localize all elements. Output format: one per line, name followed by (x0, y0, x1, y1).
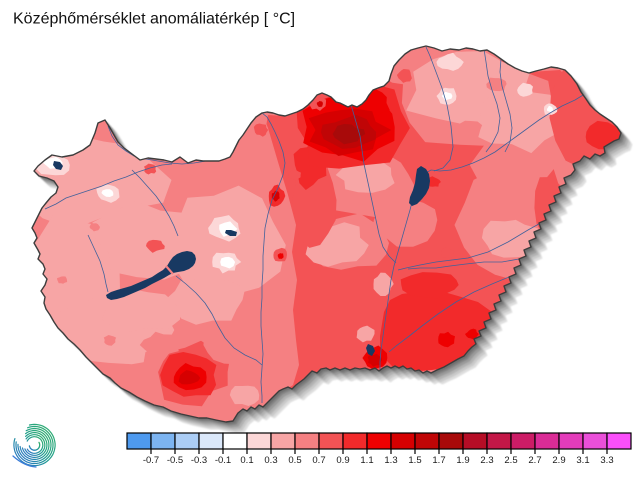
svg-text:1.9: 1.9 (456, 455, 469, 466)
svg-text:3.1: 3.1 (576, 455, 589, 466)
svg-text:2.3: 2.3 (480, 455, 493, 466)
svg-text:0.5: 0.5 (288, 455, 301, 466)
svg-text:-0.7: -0.7 (143, 455, 159, 466)
svg-text:2.9: 2.9 (552, 455, 565, 466)
svg-text:0.9: 0.9 (336, 455, 349, 466)
svg-text:2.5: 2.5 (504, 455, 517, 466)
svg-text:0.3: 0.3 (264, 455, 277, 466)
svg-text:Középhőmérséklet anomáliatérké: Középhőmérséklet anomáliatérkép [ °C] (13, 11, 295, 28)
svg-text:3.3: 3.3 (600, 455, 613, 466)
svg-text:0.7: 0.7 (312, 455, 325, 466)
svg-text:-0.3: -0.3 (191, 455, 207, 466)
svg-text:1.1: 1.1 (360, 455, 373, 466)
svg-text:2.7: 2.7 (528, 455, 541, 466)
svg-text:-0.5: -0.5 (167, 455, 183, 466)
svg-text:1.7: 1.7 (432, 455, 445, 466)
svg-text:0.1: 0.1 (240, 455, 253, 466)
svg-text:1.5: 1.5 (408, 455, 421, 466)
svg-text:1.3: 1.3 (384, 455, 397, 466)
svg-text:-0.1: -0.1 (215, 455, 231, 466)
